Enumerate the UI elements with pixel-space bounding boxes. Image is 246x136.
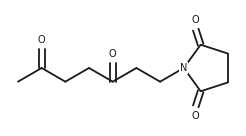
Text: O: O bbox=[38, 35, 46, 45]
Text: O: O bbox=[109, 49, 117, 59]
Text: O: O bbox=[192, 16, 200, 25]
Text: O: O bbox=[192, 111, 200, 120]
Text: N: N bbox=[180, 63, 187, 73]
